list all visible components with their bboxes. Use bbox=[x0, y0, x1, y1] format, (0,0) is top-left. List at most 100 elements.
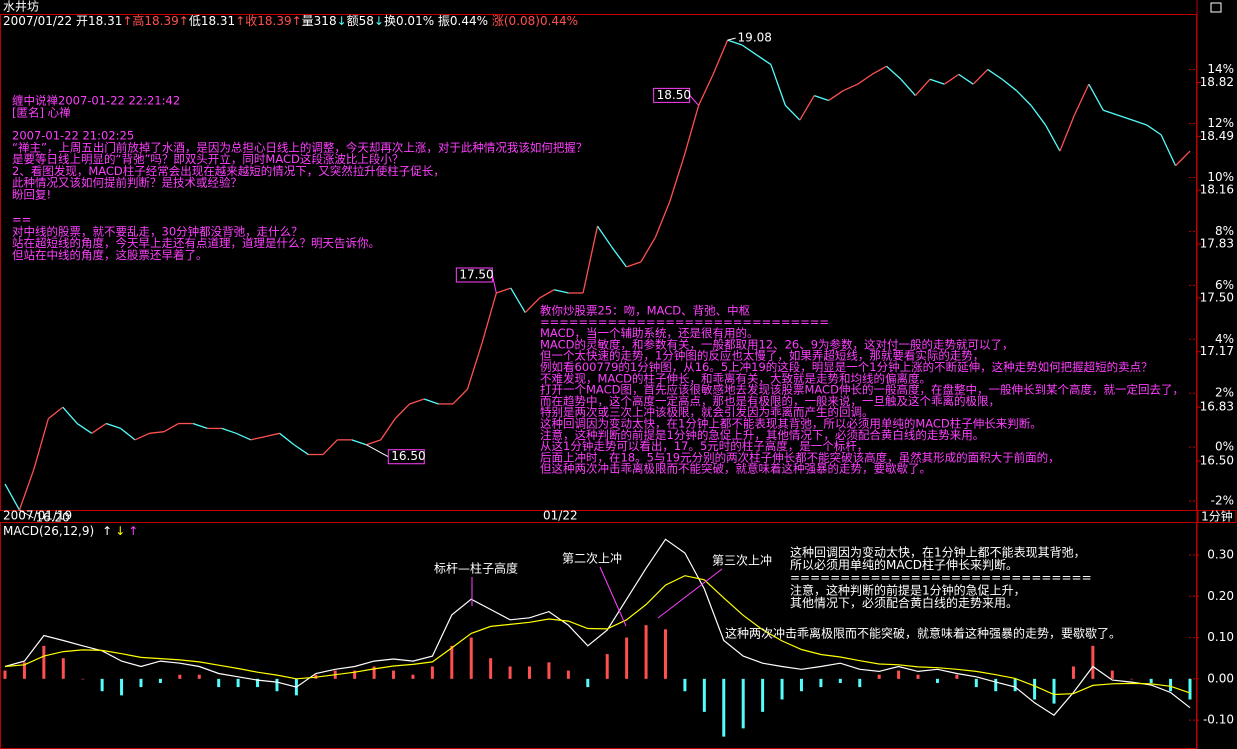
quote-item: (0.08)0.44% bbox=[504, 14, 578, 28]
price-segment bbox=[351, 439, 367, 446]
macd-bar bbox=[799, 678, 803, 692]
macd-bar bbox=[566, 670, 570, 679]
annotation-pointer bbox=[689, 95, 700, 106]
price-segment bbox=[741, 44, 757, 56]
y-tick-label: 17.50 bbox=[1200, 290, 1234, 304]
price-segment bbox=[784, 104, 801, 121]
quote-item: ↑ bbox=[235, 14, 245, 28]
annotation-label: 16.50 bbox=[391, 449, 425, 463]
annotation-pointer bbox=[19, 509, 34, 519]
price-segment bbox=[1088, 83, 1104, 111]
price-segment bbox=[1001, 78, 1017, 92]
note-line: “禅主”，上周五出门前放掉了水酒，是因为总担心日线上的调整，今天却再次上涨，对于… bbox=[12, 140, 587, 154]
macd-bar bbox=[353, 670, 357, 679]
price-segment bbox=[640, 237, 656, 263]
price-segment bbox=[683, 105, 700, 157]
y-tick-label: 16.83 bbox=[1200, 400, 1234, 414]
y-tick-label: -0.10 bbox=[1203, 713, 1234, 727]
price-segment bbox=[814, 94, 829, 102]
price-segment bbox=[163, 422, 179, 433]
note-line: 但站在中线的角度，这股票还早着了。 bbox=[12, 248, 208, 262]
y2-tick-label: -2% bbox=[1211, 494, 1234, 508]
macd-bar bbox=[81, 678, 85, 680]
quote-item: ↓ bbox=[374, 14, 384, 28]
legend-mark: ↓ bbox=[115, 524, 125, 538]
note-line: 教你炒股票25：吻，MACD、背弛、中枢 bbox=[540, 304, 751, 318]
y2-tick-label: 6% bbox=[1215, 278, 1234, 292]
annotation-label: 标杆—柱子高度 bbox=[434, 561, 518, 576]
macd-bar bbox=[197, 674, 201, 679]
window-button[interactable] bbox=[1210, 2, 1222, 13]
price-segment bbox=[554, 289, 569, 294]
note-line: MACD，当一个辅助系统，还是很有用的。 bbox=[540, 326, 758, 340]
note-line: ============================== bbox=[540, 315, 829, 329]
price-segment bbox=[756, 54, 772, 66]
macd-bar bbox=[663, 629, 667, 679]
macd-bar bbox=[275, 678, 279, 692]
legend-mark: ↑ bbox=[128, 524, 138, 538]
annotation-box bbox=[653, 87, 691, 103]
macd-bar bbox=[469, 637, 473, 679]
y2-tick-label: 10% bbox=[1207, 170, 1234, 184]
quote-item: 量318 bbox=[302, 14, 337, 28]
x-label: 2007/01/19 bbox=[3, 509, 72, 523]
annotation-pointer bbox=[491, 274, 497, 294]
price-segment bbox=[76, 422, 93, 434]
macd-bar bbox=[256, 678, 260, 688]
note-line: 例如看600779的1分钟图，从16。5上冲19的这段，明显是一个1分钟上涨的不… bbox=[540, 360, 1153, 374]
annotation-pointer bbox=[366, 444, 389, 458]
macd-bar bbox=[838, 678, 842, 683]
macd-bar bbox=[450, 645, 454, 679]
period-box[interactable] bbox=[1197, 510, 1237, 523]
price-segment bbox=[279, 432, 295, 446]
macd-bar bbox=[489, 658, 493, 679]
macd-bar bbox=[916, 674, 920, 679]
price-segment bbox=[842, 83, 858, 92]
quote-item: ↑ bbox=[122, 14, 132, 28]
note-line: 注意，这种判断的前提是1分钟的急促上升，其他情况下，必须配合黄白线的走势来用。 bbox=[540, 428, 984, 442]
price-segment bbox=[91, 422, 107, 434]
note-line: 但这种两次冲击乖离极限而不能突破，就意味着这种强暴的走势，要歇歇了。 bbox=[540, 462, 931, 476]
macd-bar bbox=[158, 678, 162, 683]
period-label[interactable]: 1分钟 bbox=[1201, 509, 1233, 524]
price-segment bbox=[481, 292, 497, 344]
note-line: 此种情况又该如何提前判断？是技术或经验？ bbox=[12, 176, 242, 190]
note-line: 打开一个MACD图，首先应该很敏感地去发现该股票MACD伸长的一般高度，在盘整中… bbox=[540, 383, 1184, 397]
macd-bar bbox=[392, 670, 396, 679]
price-segment bbox=[496, 287, 512, 294]
macd-bar bbox=[974, 678, 978, 688]
price-segment bbox=[1117, 114, 1133, 121]
quote-item: 收18.39 bbox=[245, 14, 291, 28]
macd-bar bbox=[1071, 666, 1075, 679]
y2-tick-label: 4% bbox=[1215, 332, 1234, 346]
price-segment bbox=[626, 261, 642, 268]
macd-bar bbox=[139, 678, 143, 688]
price-segment bbox=[524, 297, 541, 314]
quote-item: ↑ bbox=[179, 14, 189, 28]
quote-item: 额58 bbox=[347, 14, 374, 28]
macd-bar bbox=[22, 662, 26, 679]
macd-bar bbox=[1149, 678, 1153, 683]
note-line: 但一个太快速的走势，1分钟图的反应也太慢了，如果弄超短线，那就要看实际的走势， bbox=[540, 349, 984, 363]
note-line: 2007-01-22 21:02:25 bbox=[12, 129, 134, 143]
y-tick-label: 0.20 bbox=[1207, 589, 1234, 603]
macd-bar bbox=[528, 666, 532, 679]
price-segment bbox=[293, 444, 309, 456]
macd-bar bbox=[586, 678, 590, 688]
quote-item: 振0.44% bbox=[434, 14, 488, 28]
note-line: 这种回调因为变动太快，在1分钟上都不能表现其背弛，所以必须用单纯的MACD柱子伸… bbox=[540, 417, 1042, 431]
note-line: MACD的灵敏度，和参数有关，一般都取用12、26、9为参数，这对付一般的走势就… bbox=[540, 337, 1014, 351]
note-line: 注意，这种判断的前提是1分钟的急促上升， bbox=[790, 583, 1026, 598]
price-segment bbox=[4, 483, 21, 511]
price-segment bbox=[221, 427, 237, 434]
y-tick-label: 16.50 bbox=[1200, 454, 1234, 468]
macd-bar bbox=[1169, 678, 1173, 692]
y-tick-label: 18.16 bbox=[1200, 183, 1234, 197]
quote-item: 涨 bbox=[488, 13, 504, 28]
note-line: 特别是两次或三次上冲该极限，就会引发因为乖离而产生的回调。 bbox=[540, 405, 874, 419]
quote-item: 开18.31 bbox=[76, 14, 122, 28]
y-tick-label: 0.10 bbox=[1207, 630, 1234, 644]
macd-bar bbox=[935, 678, 939, 683]
price-segment bbox=[120, 427, 136, 441]
